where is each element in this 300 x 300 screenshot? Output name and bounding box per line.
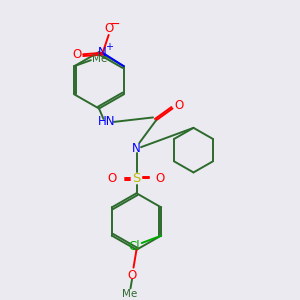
Text: S: S — [132, 172, 141, 185]
Text: +: + — [105, 42, 113, 52]
Text: Me: Me — [122, 289, 137, 299]
Text: Me: Me — [92, 54, 107, 64]
Text: HN: HN — [98, 116, 115, 128]
Text: O: O — [174, 99, 183, 112]
Text: N: N — [98, 46, 107, 59]
Text: −: − — [110, 18, 120, 31]
Text: O: O — [156, 172, 165, 185]
Text: O: O — [104, 22, 113, 35]
Text: N: N — [132, 142, 141, 155]
Text: O: O — [73, 48, 82, 61]
Text: O: O — [108, 172, 117, 185]
Text: O: O — [128, 268, 136, 281]
Text: Cl: Cl — [128, 239, 140, 253]
